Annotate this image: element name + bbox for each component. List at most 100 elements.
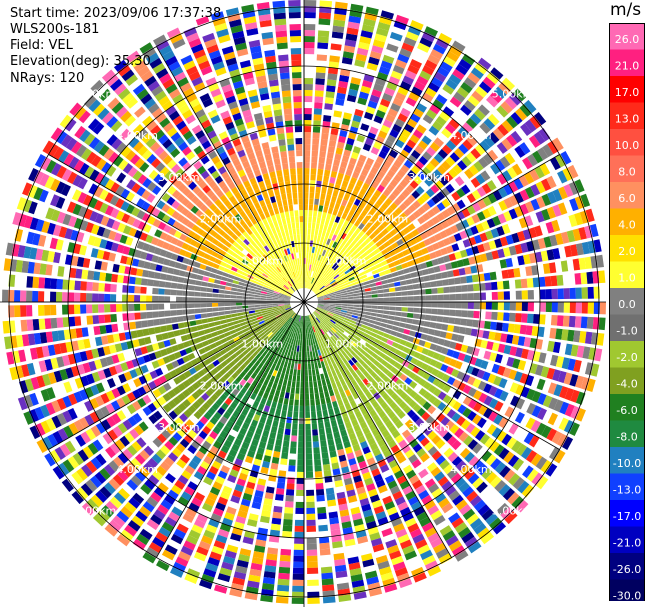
range-gate — [146, 52, 160, 64]
range-gate — [310, 264, 314, 271]
range-gate — [445, 420, 455, 431]
range-gate — [249, 45, 262, 54]
range-gate — [499, 390, 509, 402]
range-gate — [368, 356, 376, 363]
range-gate — [347, 131, 357, 140]
range-gate — [408, 399, 417, 409]
range-gate — [316, 308, 322, 312]
range-gate — [466, 490, 478, 503]
range-gate — [265, 278, 272, 283]
range-gate — [78, 206, 88, 218]
range-gate — [165, 251, 173, 259]
range-gate — [319, 536, 330, 544]
range-gate — [139, 42, 154, 54]
range-gate — [330, 170, 338, 178]
range-gate — [162, 78, 175, 89]
range-gate — [364, 432, 374, 441]
range-gate — [57, 266, 65, 277]
range-gate — [96, 249, 105, 260]
range-gate — [161, 549, 176, 561]
range-gate — [220, 360, 228, 368]
range-gate — [325, 231, 330, 239]
range-gate — [493, 375, 502, 386]
range-gate — [120, 362, 129, 372]
range-gate — [273, 395, 279, 403]
range-gate — [483, 395, 493, 406]
range-gate — [145, 137, 157, 148]
range-gate — [247, 475, 257, 484]
range-gate — [485, 471, 498, 484]
range-gate — [300, 228, 304, 235]
range-gate — [353, 309, 360, 314]
range-gate — [322, 271, 328, 277]
range-gate — [139, 251, 148, 260]
range-gate — [91, 348, 100, 359]
range-gate — [110, 283, 117, 293]
range-gate — [472, 402, 483, 413]
range-gate — [255, 427, 263, 436]
range-gate — [184, 236, 193, 244]
range-gate — [222, 485, 233, 495]
range-gate — [486, 423, 497, 436]
range-gate — [459, 464, 471, 476]
range-gate — [407, 335, 415, 343]
range-gate — [198, 236, 206, 244]
range-gate — [377, 207, 385, 215]
range-gate — [417, 171, 428, 181]
range-gate — [158, 318, 166, 325]
range-gate — [244, 207, 251, 215]
range-gate — [182, 389, 191, 398]
range-gate — [182, 379, 191, 388]
range-gate — [206, 44, 219, 54]
range-gate — [201, 258, 209, 265]
range-gate — [108, 252, 117, 262]
range-gate — [503, 344, 512, 355]
range-gate — [100, 335, 109, 345]
range-gate — [180, 263, 188, 271]
range-gate — [531, 390, 542, 403]
range-gate — [442, 83, 455, 95]
range-gate — [356, 134, 366, 143]
range-gate — [382, 375, 391, 384]
range-gate — [292, 319, 296, 326]
range-gate — [334, 480, 344, 488]
range-gate — [321, 187, 327, 195]
range-gate — [226, 221, 234, 229]
range-gate — [275, 337, 281, 344]
range-gate — [501, 138, 513, 151]
range-gate — [132, 83, 146, 96]
range-gate — [133, 141, 144, 153]
range-gate — [500, 507, 514, 520]
range-gate — [117, 352, 126, 362]
range-gate — [212, 481, 223, 491]
range-gate — [384, 328, 392, 334]
range-gate — [229, 244, 237, 252]
range-gate — [431, 76, 444, 88]
range-gate — [75, 268, 83, 279]
range-gate — [145, 234, 154, 244]
range-gate — [412, 313, 420, 319]
range-gate — [32, 290, 39, 302]
range-gate — [227, 63, 239, 72]
range-gate — [287, 362, 292, 369]
range-gate — [335, 353, 342, 361]
range-gate — [394, 370, 403, 378]
range-gate — [351, 371, 359, 379]
range-gate — [309, 345, 312, 352]
range-gate — [193, 233, 201, 241]
range-gate — [426, 146, 437, 157]
range-gate — [93, 325, 101, 336]
range-gate — [454, 342, 463, 351]
range-gate — [557, 302, 564, 313]
range-gate — [314, 392, 320, 400]
range-gate — [231, 463, 241, 472]
range-gate — [281, 256, 286, 263]
range-gate — [323, 359, 329, 367]
range-gate — [318, 323, 323, 329]
range-gate — [56, 317, 64, 328]
range-gate — [387, 410, 396, 420]
range-gate — [311, 150, 319, 157]
range-gate — [421, 411, 431, 421]
range-gate — [360, 466, 370, 475]
range-gate — [146, 344, 154, 353]
